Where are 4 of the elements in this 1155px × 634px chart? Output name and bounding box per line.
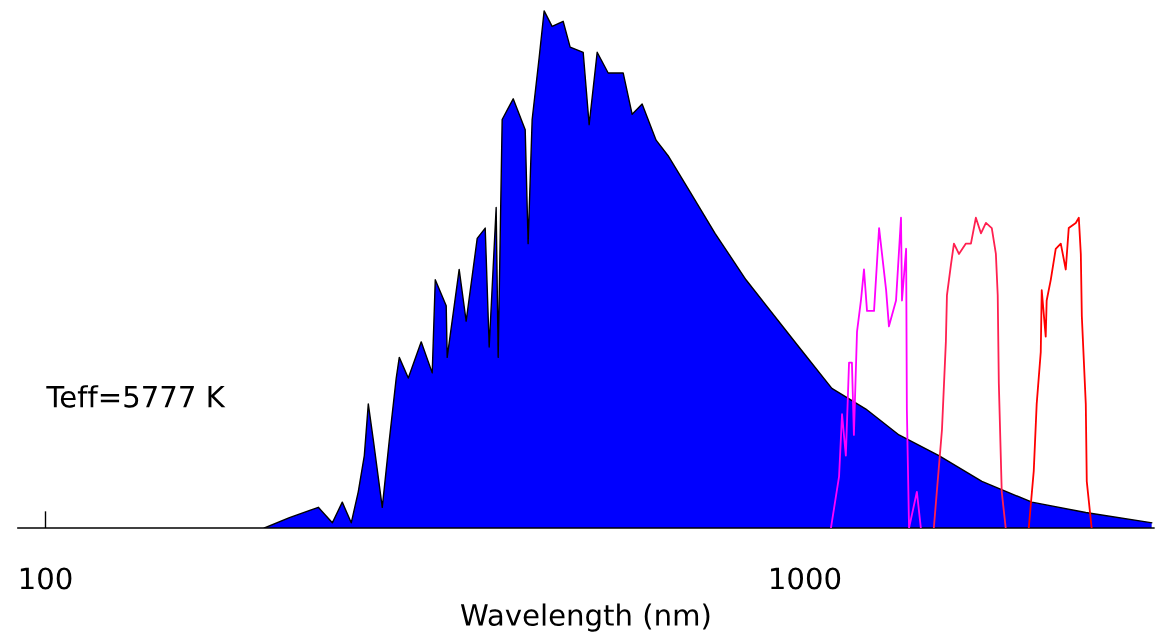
x-tick-label: 1000 — [771, 567, 841, 590]
x-tick-label: 100 — [20, 567, 72, 590]
x-axis-title: Wavelength (nm) — [460, 603, 710, 632]
annotation: Teff=5777 K — [46, 385, 226, 408]
